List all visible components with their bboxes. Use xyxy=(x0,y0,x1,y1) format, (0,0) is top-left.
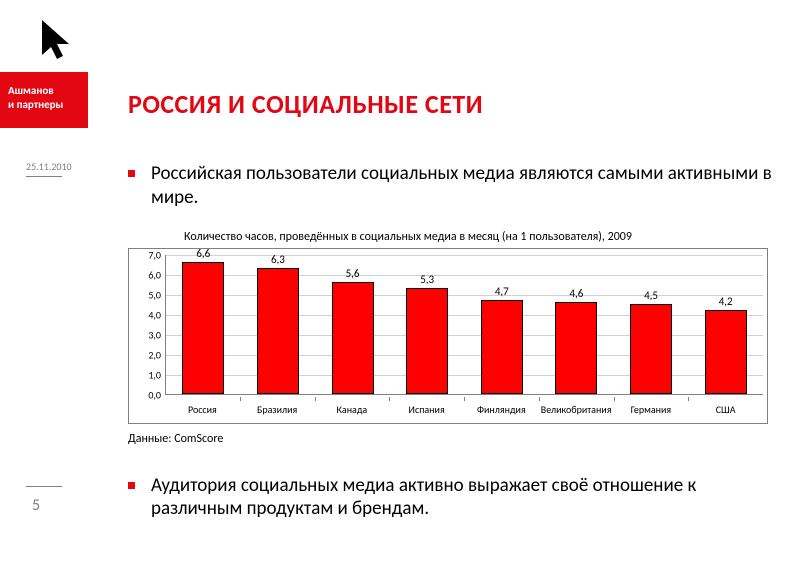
brand-badge: Ашманов и партнеры xyxy=(0,72,88,128)
sidebar: Ашманов и партнеры 25.11.2010 5 xyxy=(0,0,100,579)
chart-plot-area: 6,6 6,3 5,6 5,3 4,7 4,6 4,5 4,2 xyxy=(165,255,763,395)
chart-x-separator xyxy=(539,397,540,401)
slide-content: РОССИЯ И СОЦИАЛЬНЫЕ СЕТИ Российская поль… xyxy=(128,88,774,533)
chart-bar: 4,7 xyxy=(481,300,523,394)
chart-bar-value-label: 4,5 xyxy=(631,289,671,302)
chart-bar: 5,3 xyxy=(406,288,448,394)
bullet-item: Российская пользователи социальных медиа… xyxy=(128,162,774,210)
chart-y-tick: 5,0 xyxy=(135,288,161,301)
chart-y-tick: 2,0 xyxy=(135,348,161,361)
bullet-square-icon xyxy=(128,170,135,177)
brand-line-2: и партнеры xyxy=(8,98,80,112)
chart-x-separator xyxy=(614,397,615,401)
chart-bar: 6,6 xyxy=(182,262,224,394)
chart-y-tick: 1,0 xyxy=(135,368,161,381)
chart-x-separator xyxy=(315,397,316,401)
chart-bar-slot: 4,6 xyxy=(539,255,614,394)
chart-bar-slot: 4,5 xyxy=(614,255,689,394)
chart-x-tick: Финляндия xyxy=(464,403,539,416)
chart-bar-slot: 6,6 xyxy=(166,255,241,394)
chart-y-tick: 0,0 xyxy=(135,388,161,401)
chart-y-tick: 6,0 xyxy=(135,268,161,281)
chart-bar: 4,5 xyxy=(630,304,672,394)
chart-bar-value-label: 6,6 xyxy=(183,247,223,260)
brand-line-1: Ашманов xyxy=(8,84,80,98)
chart-x-tick: Великобритания xyxy=(539,403,614,416)
chart-x-separator xyxy=(389,397,390,401)
page-title: РОССИЯ И СОЦИАЛЬНЫЕ СЕТИ xyxy=(128,88,774,120)
divider-top xyxy=(26,176,62,177)
chart-x-tick: Россия xyxy=(165,403,240,416)
date-label: 25.11.2010 xyxy=(26,160,72,173)
chart-bar: 4,2 xyxy=(705,310,747,394)
chart-x-separator xyxy=(464,397,465,401)
chart-bar-slot: 4,7 xyxy=(465,255,540,394)
chart-bar-slot: 4,2 xyxy=(688,255,763,394)
chart-bar: 5,6 xyxy=(332,282,374,394)
chart-x-axis: РоссияБразилияКанадаИспанияФинляндияВели… xyxy=(165,397,763,423)
chart-x-separator xyxy=(688,397,689,401)
chart-x-tick: Канада xyxy=(315,403,390,416)
page-number: 5 xyxy=(32,496,40,515)
chart-x-tick: Германия xyxy=(614,403,689,416)
chart-x-separator xyxy=(240,397,241,401)
chart-bar-value-label: 5,3 xyxy=(407,273,447,286)
chart-bar: 4,6 xyxy=(555,302,597,394)
divider-bottom xyxy=(26,486,62,487)
chart-bar-value-label: 4,7 xyxy=(482,285,522,298)
cursor-logo-icon xyxy=(38,18,78,60)
chart-y-tick: 7,0 xyxy=(135,248,161,261)
chart-bar-slot: 6,3 xyxy=(241,255,316,394)
chart-bar-value-label: 5,6 xyxy=(333,267,373,280)
chart-bar-slot: 5,3 xyxy=(390,255,465,394)
bullet-square-icon xyxy=(128,482,135,489)
bullet-text: Аудитория социальных медиа активно выраж… xyxy=(151,474,774,522)
chart-supertitle: Количество часов, проведённых в социальн… xyxy=(184,230,774,244)
chart-bar-value-label: 4,2 xyxy=(706,295,746,308)
chart-bar: 6,3 xyxy=(257,268,299,394)
chart-bar-value-label: 6,3 xyxy=(258,253,298,266)
bullet-text: Российская пользователи социальных медиа… xyxy=(151,162,774,210)
chart-y-tick: 4,0 xyxy=(135,308,161,321)
bar-chart: 6,6 6,3 5,6 5,3 4,7 4,6 4,5 4,2 РоссияБразилияК… xyxy=(128,248,768,424)
chart-bar-value-label: 4,6 xyxy=(556,287,596,300)
chart-bar-slot: 5,6 xyxy=(315,255,390,394)
bullet-item: Аудитория социальных медиа активно выраж… xyxy=(128,474,774,522)
chart-x-tick: Испания xyxy=(389,403,464,416)
chart-y-tick: 3,0 xyxy=(135,328,161,341)
chart-source-label: Данные: ComScore xyxy=(128,432,774,446)
chart-x-tick: США xyxy=(688,403,763,416)
chart-x-tick: Бразилия xyxy=(240,403,315,416)
